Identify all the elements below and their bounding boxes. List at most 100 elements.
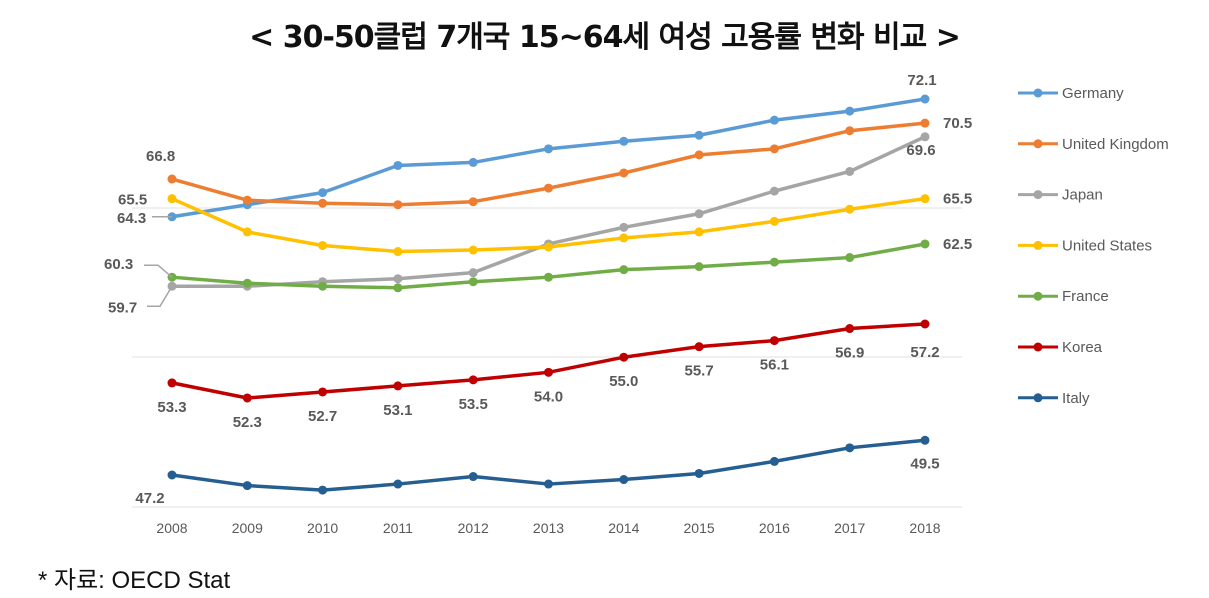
data-point	[544, 367, 553, 377]
data-point	[694, 130, 704, 140]
legend-marker	[1033, 190, 1043, 200]
data-point	[920, 319, 930, 329]
legend-label: United Kingdom	[1062, 136, 1169, 153]
data-point	[845, 253, 855, 263]
x-tick-label: 2015	[684, 520, 715, 536]
chart-title: < 30-50클럽 7개국 15~64세 여성 고용률 변화 비교 >	[249, 20, 961, 55]
data-point	[845, 324, 855, 334]
x-tick-label: 2018	[909, 520, 940, 536]
data-point	[544, 183, 553, 193]
data-point	[619, 222, 629, 232]
data-label: 47.2	[135, 490, 164, 507]
data-point	[619, 265, 629, 275]
data-label: 64.3	[117, 210, 146, 227]
legend-marker	[1033, 240, 1043, 250]
data-point	[845, 106, 855, 116]
data-point	[393, 381, 403, 391]
legend-label: France	[1062, 288, 1109, 305]
data-point	[845, 443, 855, 453]
data-point	[769, 144, 779, 154]
data-point	[845, 204, 855, 214]
legend-label: Korea	[1062, 339, 1103, 356]
data-label: 66.8	[146, 148, 175, 165]
data-point	[242, 227, 252, 237]
data-point	[318, 198, 328, 208]
data-point	[769, 186, 779, 196]
source-note: * 자료: OECD Stat	[38, 567, 231, 594]
data-point	[694, 342, 704, 352]
series-line-japan	[172, 135, 926, 288]
data-point	[393, 160, 403, 170]
data-point	[544, 479, 553, 489]
data-point	[242, 195, 252, 205]
data-point	[167, 470, 177, 480]
x-tick-label: 2014	[608, 520, 639, 536]
data-point	[619, 136, 629, 146]
data-label: 70.5	[943, 115, 972, 132]
x-tick-label: 2013	[533, 520, 564, 536]
data-point	[544, 144, 553, 154]
data-label: 53.3	[157, 399, 186, 416]
data-label: 54.0	[534, 388, 563, 405]
legend-label: Germany	[1062, 85, 1124, 102]
data-point	[393, 247, 403, 257]
x-tick-label: 2011	[383, 520, 413, 536]
data-point	[920, 239, 930, 249]
data-label: 60.3	[104, 256, 133, 273]
data-point	[393, 479, 403, 489]
data-point	[920, 118, 930, 128]
data-point	[619, 475, 629, 485]
data-point	[468, 245, 478, 255]
data-label: 53.1	[383, 402, 412, 419]
data-label: 72.1	[907, 72, 936, 89]
data-point	[845, 126, 855, 136]
data-point	[769, 216, 779, 226]
data-label: 65.5	[118, 192, 147, 209]
data-point	[468, 277, 478, 287]
x-tick-label: 2008	[156, 520, 187, 536]
legend-label: Italy	[1062, 390, 1090, 407]
x-tick-label: 2016	[759, 520, 790, 536]
data-point	[167, 378, 177, 388]
data-point	[694, 262, 704, 272]
data-label: 55.0	[609, 373, 638, 390]
data-label: 69.6	[906, 142, 935, 159]
data-point	[468, 197, 478, 207]
data-point	[920, 194, 930, 204]
data-point	[318, 188, 328, 198]
data-point	[167, 194, 177, 204]
x-tick-label: 2017	[834, 520, 865, 536]
data-label: 52.7	[308, 408, 337, 425]
data-label: 57.2	[910, 344, 939, 361]
legend-marker	[1033, 88, 1043, 98]
legend-marker	[1033, 291, 1043, 301]
legend-marker	[1033, 139, 1043, 149]
data-label: 62.5	[943, 236, 972, 253]
data-point	[769, 336, 779, 346]
data-point	[468, 375, 478, 385]
x-tick-label: 2010	[307, 520, 338, 536]
data-point	[393, 200, 403, 210]
data-point	[544, 242, 553, 252]
legend-marker	[1033, 342, 1043, 352]
data-point	[393, 274, 403, 284]
data-label: 55.7	[684, 363, 713, 380]
data-point	[769, 257, 779, 267]
data-point	[694, 150, 704, 160]
data-label: 56.1	[760, 357, 789, 374]
data-point	[845, 166, 855, 176]
data-point	[619, 352, 629, 362]
data-point	[769, 115, 779, 125]
leader-line	[147, 285, 173, 307]
data-point	[468, 472, 478, 482]
data-point	[619, 233, 629, 243]
data-point	[920, 132, 930, 142]
series-line-korea	[171, 322, 926, 400]
legend-marker	[1033, 393, 1043, 403]
legend-label: Japan	[1062, 187, 1103, 204]
data-point	[468, 268, 478, 278]
x-tick-label: 2012	[458, 520, 489, 536]
data-point	[318, 387, 328, 397]
data-point	[694, 209, 704, 219]
data-point	[694, 468, 704, 478]
